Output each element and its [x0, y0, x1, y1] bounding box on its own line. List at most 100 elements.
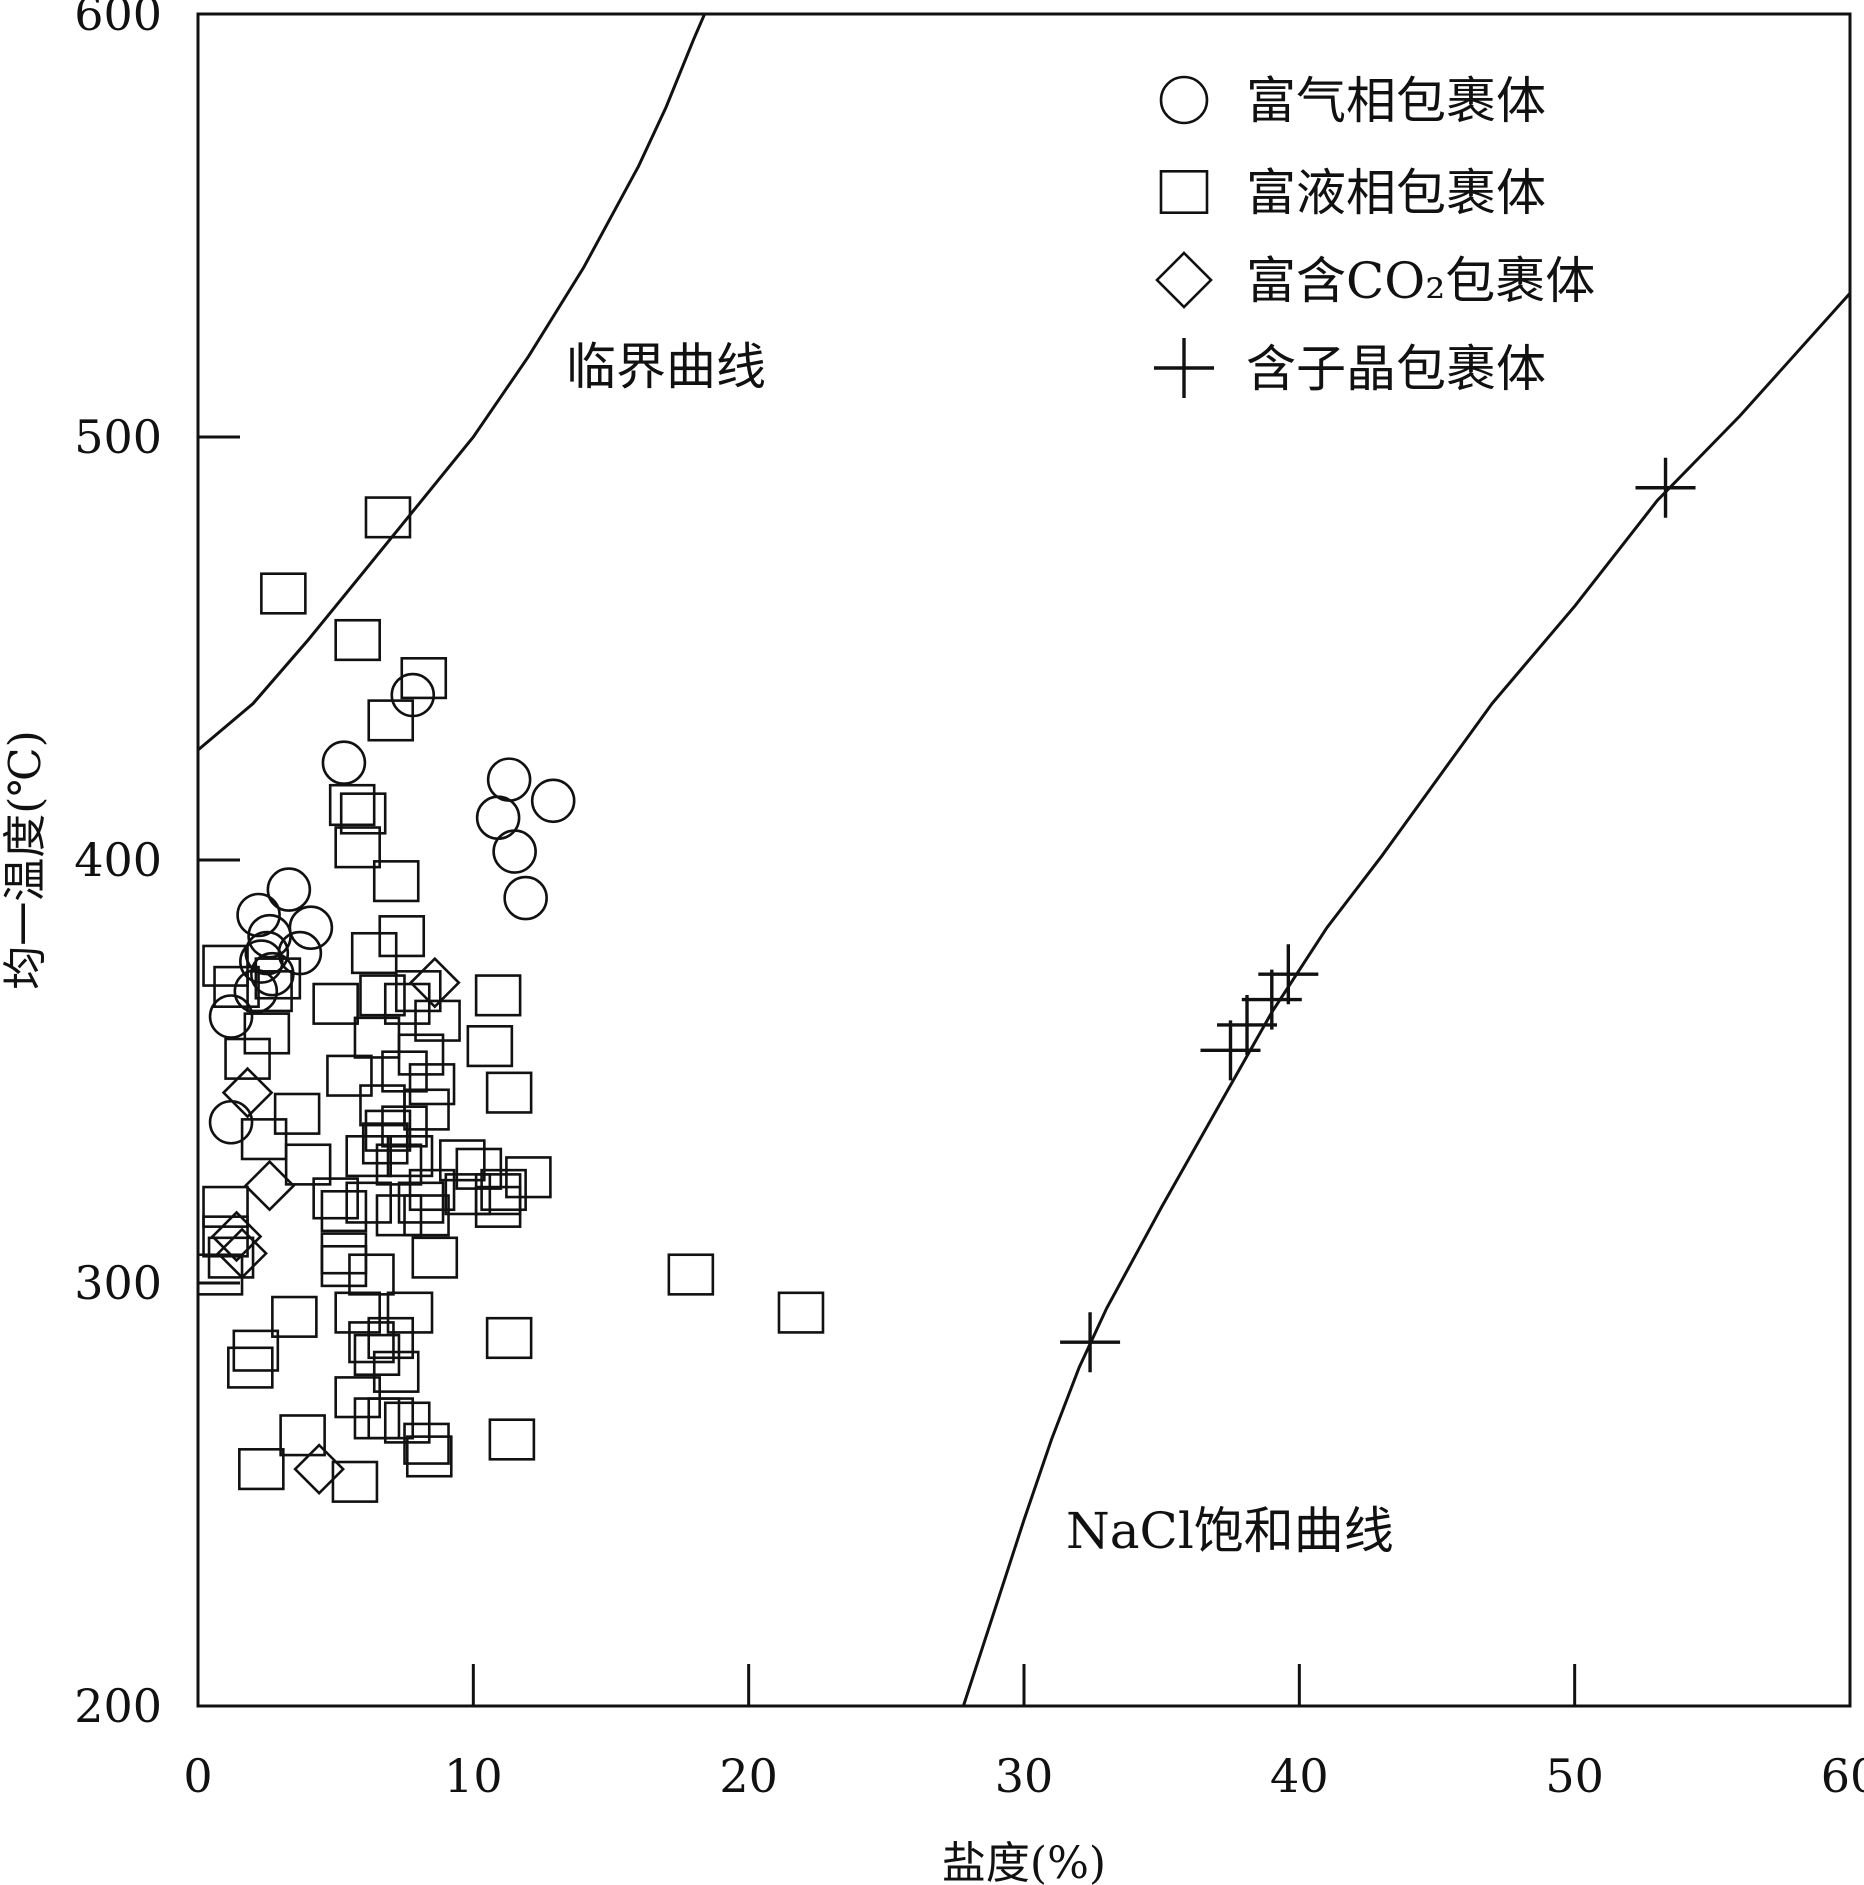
x-axis: 0 10 20 30 40 50 60: [183, 1664, 1864, 1803]
square-point: [334, 618, 381, 662]
square-point: [202, 944, 249, 987]
square-point: [260, 572, 307, 615]
square-point: [328, 783, 376, 827]
square-point: [334, 1291, 381, 1334]
square-point: [480, 1168, 527, 1212]
square-point: [372, 860, 420, 903]
square-point: [331, 1460, 379, 1503]
square-point: [312, 1177, 359, 1220]
x-tick-label: 60: [1821, 1749, 1864, 1803]
square-point: [397, 1033, 445, 1076]
circle-point: [247, 913, 292, 959]
square-point: [367, 1397, 415, 1440]
square-point: [403, 1422, 450, 1465]
x-tick-label: 20: [719, 1749, 778, 1803]
diamond-point: [216, 1227, 268, 1280]
square-point: [372, 1350, 420, 1393]
legend-item: 富气相包裹体: [1159, 72, 1546, 130]
x-axis-title: 盐度(%): [942, 1838, 1106, 1885]
square-point: [348, 1321, 395, 1364]
square-point: [254, 957, 302, 1000]
legend-label: 富液相包裹体: [1246, 164, 1546, 222]
circle-point: [288, 905, 334, 950]
square-point: [240, 1118, 288, 1161]
square-point: [227, 1346, 274, 1389]
square-point: [334, 826, 381, 869]
diamond-point: [293, 1443, 345, 1495]
x-tick-label: 30: [995, 1749, 1054, 1803]
square-point: [485, 1071, 533, 1114]
square-point: [367, 699, 415, 742]
circle-point: [492, 829, 537, 874]
square-point: [474, 1185, 522, 1228]
square-point: [359, 974, 406, 1017]
diamond-point: [210, 1210, 263, 1263]
plus-point: [1635, 457, 1696, 518]
square-point: [375, 1194, 423, 1237]
y-axis: 200 300 400 500 600: [74, 0, 240, 1733]
plus-point: [1258, 944, 1319, 1005]
square-point: [348, 1253, 395, 1296]
legend-plus-icon: [1154, 338, 1214, 398]
square-point: [378, 915, 426, 958]
y-tick-label: 300: [74, 1256, 162, 1310]
square-point: [246, 970, 293, 1013]
square-point: [444, 1173, 492, 1216]
square-point: [345, 1181, 393, 1224]
y-tick-label: 400: [74, 833, 162, 887]
square-point: [232, 1329, 280, 1372]
square-point: [667, 1253, 715, 1296]
circle-point: [321, 740, 367, 786]
square-point: [320, 1232, 368, 1275]
circle-point: [503, 875, 548, 921]
square-point: [383, 982, 431, 1025]
circle-point: [266, 867, 312, 912]
square-point: [405, 1435, 453, 1478]
curve-label-critical: 临界曲线: [566, 338, 766, 396]
square-point: [312, 982, 359, 1025]
square-point: [361, 1122, 409, 1165]
square-point: [455, 1147, 503, 1190]
curve-layer: [197, 13, 1852, 1707]
square-point: [353, 1333, 401, 1377]
circle-point: [239, 939, 284, 984]
square-point: [367, 1316, 415, 1360]
square-point: [466, 1025, 514, 1068]
y-tick-label: 200: [74, 1679, 162, 1733]
x-tick-label: 0: [183, 1749, 212, 1803]
diamond-point: [243, 1159, 296, 1212]
square-point: [350, 931, 398, 975]
x-tick-label: 10: [444, 1749, 503, 1803]
square-point: [381, 1105, 428, 1148]
square-point: [353, 1397, 401, 1440]
square-point: [273, 1092, 321, 1135]
square-point: [488, 1418, 536, 1461]
square-point: [777, 1291, 825, 1334]
legend-label: 富气相包裹体: [1246, 72, 1546, 130]
square-point: [439, 1139, 486, 1182]
circle-point: [530, 778, 576, 824]
curve-label-nacl: NaCl饱和曲线: [1066, 1502, 1394, 1560]
diamond-point: [408, 956, 461, 1009]
square-point: [207, 1236, 255, 1279]
square-point: [271, 1295, 318, 1338]
square-point: [411, 1236, 459, 1279]
legend-label: 富含CO₂包裹体: [1246, 252, 1595, 310]
y-tick-label: 500: [74, 410, 162, 464]
square-point: [400, 657, 448, 700]
square-point: [403, 1194, 450, 1237]
square-point: [334, 1376, 381, 1419]
circle-point: [486, 757, 532, 802]
circle-point: [208, 1099, 254, 1145]
plot-frame: [196, 12, 1852, 1708]
circle-point: [475, 795, 521, 841]
curve-label-layer: 临界曲线 NaCl饱和曲线: [566, 338, 1394, 1560]
square-point: [345, 1135, 393, 1178]
plus-point: [1060, 1312, 1121, 1373]
square-point: [394, 970, 442, 1013]
square-point: [474, 974, 522, 1017]
square-point: [238, 1448, 285, 1491]
square-point: [213, 965, 260, 1008]
legend-circle-icon: [1159, 75, 1209, 125]
